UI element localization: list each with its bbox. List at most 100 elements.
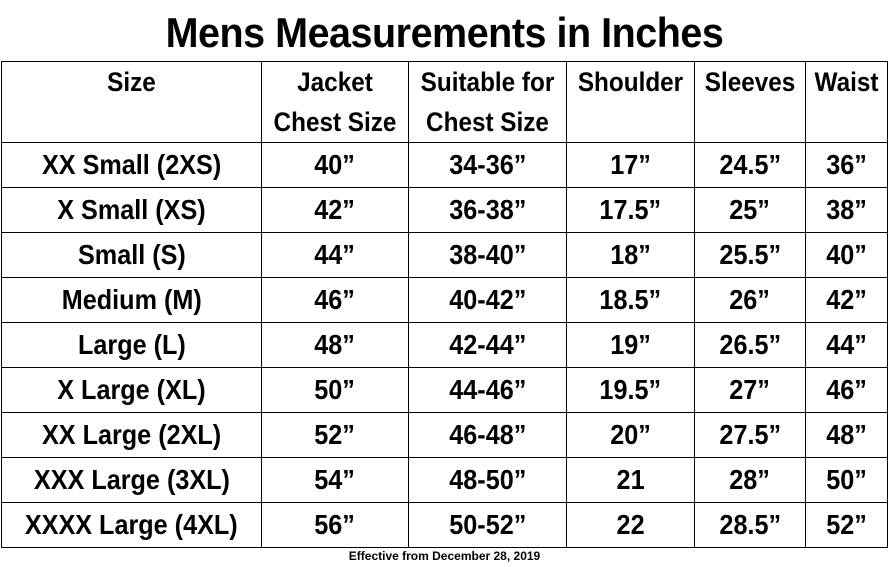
cell-jacket-chest: 40” [261,142,409,188]
cell-sleeves: 24.5” [694,142,806,188]
cell-text: 42-44” [448,329,527,360]
cell-shoulder: 18.5” [566,277,695,323]
cell-jacket-chest: 52” [261,412,409,458]
cell-text: 38” [826,194,867,225]
cell-jacket-chest: 42” [261,187,409,233]
cell-sleeves: 28” [694,457,806,503]
cell-size: Small (S) [1,232,262,278]
column-header-sleeves: Sleeves [694,61,806,143]
cell-size: XXX Large (3XL) [1,457,262,503]
cell-text: X Small (XS) [57,194,206,225]
cell-waist: 46” [805,367,888,413]
cell-text: 48” [314,329,356,360]
cell-text: 27” [729,374,771,405]
cell-shoulder: 19” [566,322,695,368]
cell-text: 46” [826,374,867,405]
cell-sleeves: 27” [694,367,806,413]
cell-waist: 50” [805,457,888,503]
cell-suitable-chest: 34-36” [408,142,567,188]
cell-text: 26” [729,284,771,315]
header-line: Chest Size [426,107,549,137]
cell-shoulder: 18” [566,232,695,278]
cell-text: 56” [314,509,356,540]
header-line: Sleeves [704,67,796,97]
header-line: Chest Size [273,107,397,137]
cell-waist: 42” [805,277,888,323]
cell-jacket-chest: 56” [261,502,409,548]
cell-text: 34-36” [448,149,527,180]
cell-waist: 40” [805,232,888,278]
cell-text: Large (L) [77,329,186,360]
column-header-jacket-chest: Jacket Chest Size [261,61,409,143]
cell-text: 44” [826,329,867,360]
cell-suitable-chest: 42-44” [408,322,567,368]
cell-text: 19.5” [599,374,662,405]
table-row: Small (S) 44” 38-40” 18” 25.5” 40” [1,232,888,278]
cell-shoulder: 22 [566,502,695,548]
measurements-table: Size Jacket Chest Size Suitable for Ches… [1,61,888,548]
cell-shoulder: 17” [566,142,695,188]
header-line: Size [107,67,156,97]
cell-text: 27.5” [719,419,781,450]
cell-suitable-chest: 48-50” [408,457,567,503]
cell-suitable-chest: 36-38” [408,187,567,233]
table-row: X Small (XS) 42” 36-38” 17.5” 25” 38” [1,187,888,233]
cell-text: 21 [616,464,645,495]
header-line: Shoulder [577,67,684,97]
column-header-suitable-chest: Suitable for Chest Size [408,61,567,143]
cell-sleeves: 25.5” [694,232,806,278]
table-row: Large (L) 48” 42-44” 19” 26.5” 44” [1,322,888,368]
cell-shoulder: 20” [566,412,695,458]
cell-shoulder: 17.5” [566,187,695,233]
cell-text: XXX Large (3XL) [33,464,230,495]
cell-suitable-chest: 44-46” [408,367,567,413]
column-header-shoulder: Shoulder [566,61,695,143]
table-row: XX Large (2XL) 52” 46-48” 20” 27.5” 48” [1,412,888,458]
header-line: Suitable for [420,67,555,97]
cell-text: 24.5” [719,149,781,180]
cell-text: 17.5” [599,194,662,225]
cell-text: 52” [826,509,867,540]
table-row: XX Small (2XS) 40” 34-36” 17” 24.5” 36” [1,142,888,188]
cell-text: Medium (M) [61,284,202,315]
cell-text: XX Large (2XL) [41,419,222,450]
cell-text: 42” [826,284,867,315]
cell-jacket-chest: 48” [261,322,409,368]
cell-suitable-chest: 38-40” [408,232,567,278]
cell-size: XXXX Large (4XL) [1,502,262,548]
cell-jacket-chest: 54” [261,457,409,503]
cell-text: 20” [610,419,651,450]
cell-text: 42” [314,194,356,225]
cell-shoulder: 21 [566,457,695,503]
cell-suitable-chest: 46-48” [408,412,567,458]
cell-text: 28.5” [719,509,781,540]
cell-waist: 48” [805,412,888,458]
cell-text: 28” [729,464,771,495]
table-row: X Large (XL) 50” 44-46” 19.5” 27” 46” [1,367,888,413]
cell-jacket-chest: 44” [261,232,409,278]
cell-shoulder: 19.5” [566,367,695,413]
cell-waist: 44” [805,322,888,368]
cell-text: Small (S) [77,239,186,270]
cell-size: Medium (M) [1,277,262,323]
cell-size: X Large (XL) [1,367,262,413]
cell-text: 54” [314,464,356,495]
cell-text: XXXX Large (4XL) [25,509,238,540]
cell-text: 19” [610,329,651,360]
header-row: Size Jacket Chest Size Suitable for Ches… [1,61,888,143]
cell-text: 26.5” [719,329,781,360]
column-header-waist: Waist [805,61,888,143]
table-row: XXX Large (3XL) 54” 48-50” 21 28” 50” [1,457,888,503]
cell-text: 18.5” [599,284,662,315]
cell-suitable-chest: 40-42” [408,277,567,323]
page-title: Mens Measurements in Inches [165,9,724,56]
cell-text: 48-50” [448,464,527,495]
cell-text: 25.5” [719,239,781,270]
column-header-size: Size [1,61,262,143]
cell-text: X Large (XL) [57,374,206,405]
cell-size: X Small (XS) [1,187,262,233]
cell-text: 36-38” [448,194,527,225]
cell-text: 52” [314,419,356,450]
cell-text: 50” [826,464,867,495]
cell-text: 48” [826,419,867,450]
